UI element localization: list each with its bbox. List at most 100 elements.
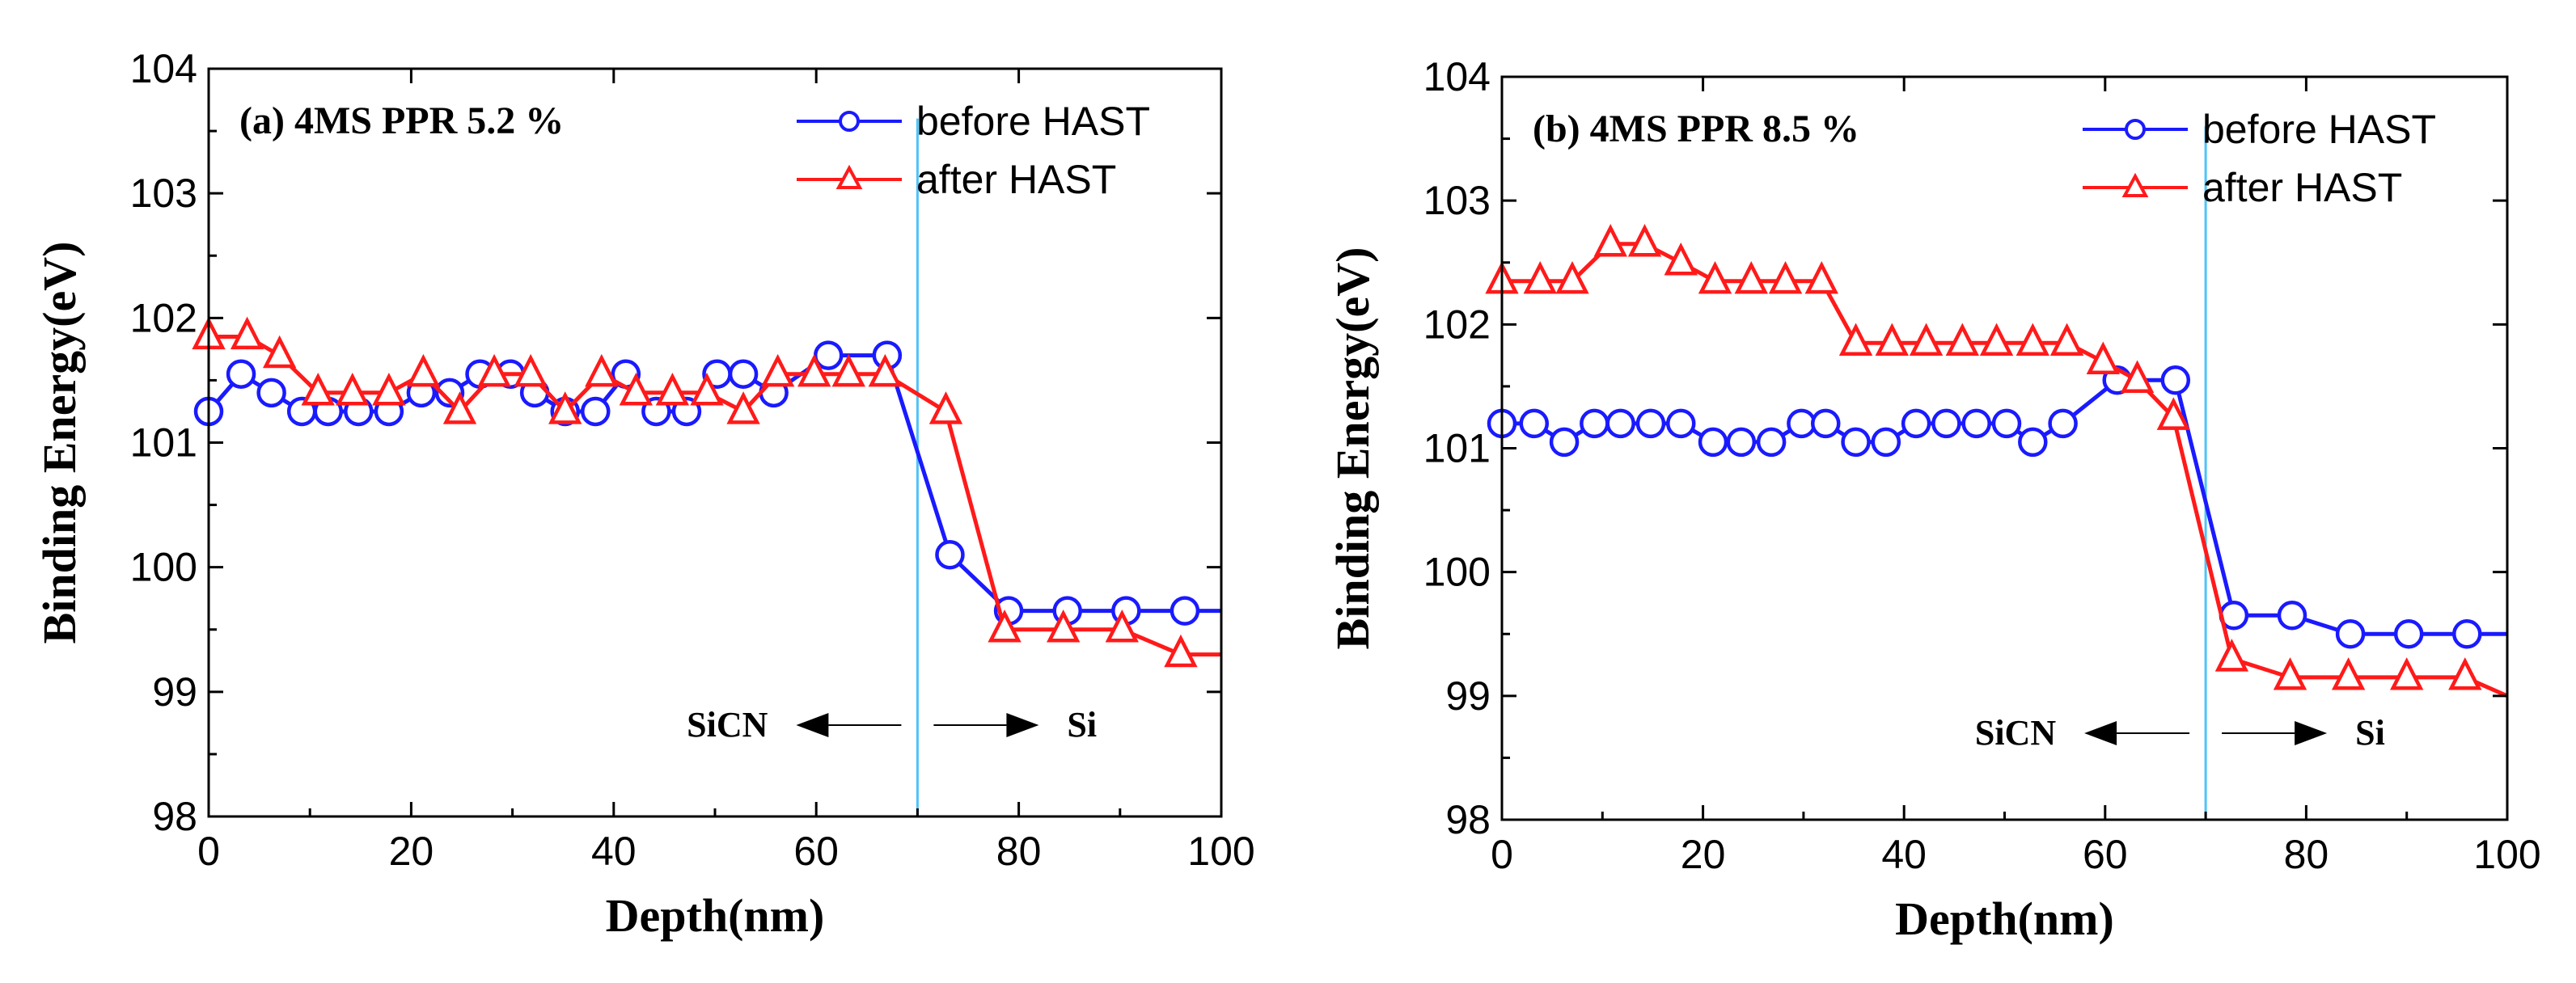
data-point-before-hast	[1580, 408, 1609, 439]
data-point-after-hast	[2086, 341, 2120, 374]
x-tick-label: 100	[2473, 832, 2540, 877]
data-point-after-hast	[514, 353, 548, 387]
x-tick-label: 0	[197, 829, 220, 874]
annotation-sicn: SiCN	[1975, 713, 2056, 753]
data-point-after-hast	[301, 373, 335, 406]
data-point-after-hast	[1909, 323, 1944, 356]
y-tick-label: 102	[1423, 302, 1491, 347]
data-point-after-hast	[2331, 657, 2366, 690]
data-point-after-hast	[726, 391, 760, 424]
y-tick-label: 99	[152, 669, 197, 715]
y-tick-label: 101	[1423, 426, 1491, 471]
data-point-before-hast	[728, 359, 759, 389]
data-point-before-hast	[256, 378, 286, 408]
data-point-after-hast	[1105, 609, 1139, 643]
x-tick-label: 20	[1681, 832, 1726, 877]
chart-panel-a: 0 20 40 60 80 100 98 99 100 101 102 103 104 Depth(nm)…	[33, 46, 1255, 942]
data-point-before-hast	[1961, 408, 1991, 439]
data-point-after-hast	[1979, 323, 2014, 356]
data-point-before-hast	[1635, 408, 1666, 439]
data-point-before-hast	[2160, 365, 2191, 395]
data-point-before-hast	[581, 396, 611, 427]
series-line-before-hast	[209, 353, 1221, 614]
data-point-after-hast	[1768, 260, 1803, 294]
annotation-sicn: SiCN	[687, 705, 768, 745]
x-axis-title: Depth(nm)	[606, 889, 825, 942]
y-tick-label: 99	[1445, 673, 1491, 719]
arrow-right-head	[2295, 721, 2328, 745]
data-point-after-hast	[442, 391, 477, 424]
y-tick-label: 103	[1423, 178, 1491, 223]
data-point-before-hast	[1666, 408, 1696, 439]
x-tick-label: 40	[1881, 832, 1927, 877]
legend-marker-triangle	[2121, 172, 2149, 197]
data-point-after-hast	[1555, 260, 1589, 294]
data-point-before-hast	[2048, 408, 2078, 439]
y-axis-title: Binding Energy(eV)	[1326, 247, 1379, 650]
y-tick-label: 101	[130, 420, 197, 466]
x-tick-label: 80	[996, 829, 1042, 874]
data-point-before-hast	[1810, 408, 1841, 439]
data-point-after-hast	[2273, 657, 2307, 690]
data-point-after-hast	[1664, 242, 1698, 276]
legend-label: before HAST	[916, 99, 1150, 144]
data-point-after-hast	[1047, 609, 1081, 643]
data-point-after-hast	[868, 353, 903, 387]
x-axis-title: Depth(nm)	[1895, 892, 2114, 945]
y-tick-label: 103	[130, 171, 197, 216]
legend-marker-circle	[839, 111, 860, 132]
arrow-left-head	[796, 713, 829, 737]
data-point-after-hast	[372, 373, 406, 406]
legend-label: after HAST	[2202, 165, 2402, 210]
data-point-after-hast	[1838, 323, 1873, 356]
data-point-after-hast	[831, 353, 865, 387]
x-tick-label: 60	[2083, 832, 2128, 877]
data-point-after-hast	[2390, 657, 2424, 690]
y-tick-label: 98	[1445, 797, 1491, 842]
chart-panel-b: 0 20 40 60 80 100 98 99 100 101 102 103 104 Depth(nm)…	[1326, 54, 2541, 945]
data-point-before-hast	[1991, 408, 2022, 439]
data-point-after-hast	[1875, 323, 1909, 356]
data-point-after-hast	[2120, 360, 2155, 393]
data-point-before-hast	[1549, 427, 1580, 458]
data-point-before-hast	[1787, 408, 1817, 439]
data-point-after-hast	[2016, 323, 2049, 356]
annotation-si: Si	[2355, 713, 2385, 753]
legend-label: before HAST	[2202, 107, 2436, 152]
y-tick-label: 98	[152, 794, 197, 839]
y-axis-title: Binding Energy(eV)	[33, 242, 86, 644]
series-line-before-hast	[1502, 378, 2507, 636]
arrow-right-head	[1006, 713, 1039, 737]
data-point-before-hast	[813, 340, 844, 370]
legend-marker-triangle	[835, 164, 863, 189]
data-point-after-hast	[1523, 260, 1557, 294]
panel-title: (b) 4MS PPR 8.5 %	[1533, 108, 1859, 150]
data-point-before-hast	[2277, 601, 2307, 631]
data-point-after-hast	[336, 373, 370, 406]
data-point-before-hast	[1170, 596, 1200, 626]
y-tick-label: 104	[130, 46, 197, 91]
data-point-after-hast	[1593, 223, 1627, 257]
data-point-before-hast	[1605, 408, 1635, 439]
data-point-before-hast	[1756, 427, 1787, 458]
data-point-before-hast	[1698, 427, 1728, 458]
data-point-after-hast	[1164, 634, 1198, 668]
data-point-after-hast	[1804, 260, 1838, 294]
x-tick-label: 20	[389, 829, 434, 874]
data-point-after-hast	[2214, 639, 2249, 672]
legend-marker-circle	[2125, 119, 2146, 140]
data-point-after-hast	[548, 391, 582, 424]
data-point-after-hast	[619, 373, 654, 406]
y-tick-label: 100	[1423, 550, 1491, 595]
data-point-after-hast	[928, 391, 963, 424]
data-point-after-hast	[1627, 223, 1662, 257]
data-point-before-hast	[1726, 427, 1757, 458]
data-point-before-hast	[1871, 427, 1901, 458]
x-tick-label: 60	[793, 829, 839, 874]
data-point-before-hast	[2335, 619, 2366, 649]
data-point-after-hast	[1945, 323, 1979, 356]
arrow-left-head	[2084, 721, 2117, 745]
data-point-before-hast	[226, 359, 256, 389]
data-point-after-hast	[655, 373, 690, 406]
